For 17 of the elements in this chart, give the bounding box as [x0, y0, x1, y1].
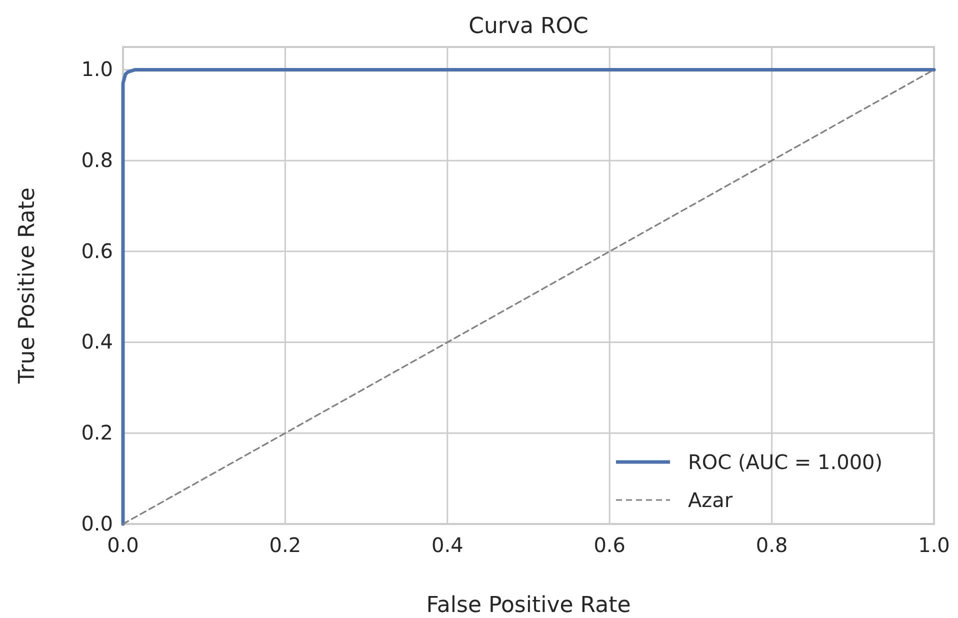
x-tick-label: 0.6 [594, 533, 626, 558]
y-tick-label: 0.0 [81, 511, 113, 536]
y-axis-title: True Positive Rate [15, 188, 40, 384]
y-tick-label: 0.4 [81, 330, 113, 354]
x-axis-title: False Positive Rate [426, 593, 631, 618]
x-tick-label: 0.2 [269, 533, 302, 558]
x-tick-label: 0.8 [756, 533, 788, 558]
y-tick-label: 1.0 [81, 57, 113, 82]
x-tick-label: 1.0 [918, 533, 950, 558]
legend-label: ROC (AUC = 1.000) [688, 450, 883, 474]
x-tick-label: 0.4 [431, 533, 464, 558]
legend-label: Azar [688, 488, 734, 512]
y-tick-label: 0.2 [81, 420, 113, 445]
chart-title: Curva ROC [468, 14, 588, 39]
y-tick-label: 0.8 [81, 148, 113, 172]
x-tick-label: 0.0 [107, 533, 139, 558]
y-tick-label: 0.6 [81, 238, 113, 263]
